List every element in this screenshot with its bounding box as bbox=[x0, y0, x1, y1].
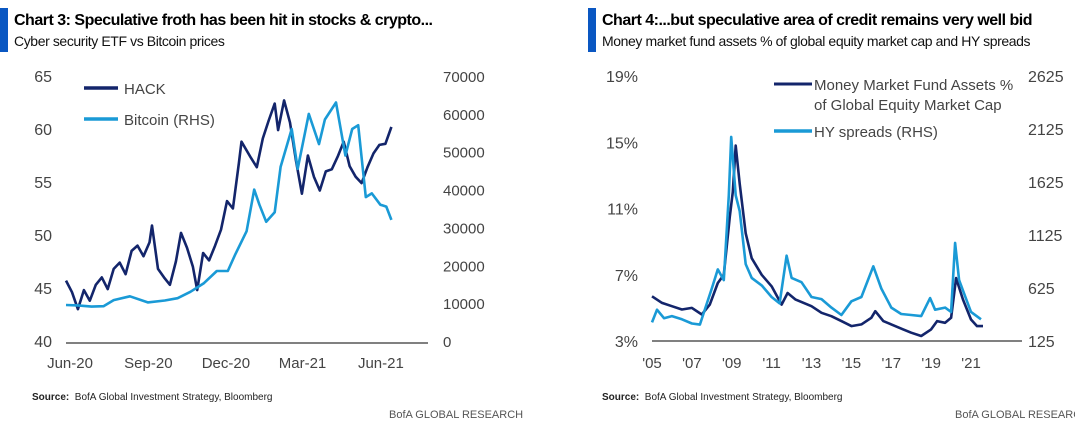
brand-label: BofA GLOBAL RESEARCH bbox=[955, 409, 1075, 421]
chart-4-panel: Chart 4:...but speculative area of credi… bbox=[588, 0, 1075, 428]
y-left-tick-label: 3% bbox=[615, 334, 638, 351]
x-tick-label: '19 bbox=[921, 355, 941, 372]
y-right-tick-label: 70000 bbox=[443, 69, 485, 86]
y-left-tick-label: 7% bbox=[615, 268, 638, 285]
y-left-tick-label: 19% bbox=[606, 69, 638, 86]
x-tick-label: '21 bbox=[961, 355, 981, 372]
y-right-tick-label: 40000 bbox=[443, 183, 485, 200]
chart-title: Chart 3: Speculative froth has been hit … bbox=[14, 12, 433, 29]
y-left-tick-label: 45 bbox=[34, 281, 52, 298]
y-right-tick-label: 0 bbox=[443, 334, 451, 351]
y-left-tick-label: 50 bbox=[34, 228, 52, 245]
x-tick-label: '17 bbox=[881, 355, 901, 372]
source-label: Source: bbox=[32, 392, 70, 403]
y-left-tick-label: 11% bbox=[607, 202, 638, 219]
y-left-tick-label: 40 bbox=[34, 334, 52, 351]
legend-label: HACK bbox=[124, 81, 166, 98]
y-right-tick-label: 10000 bbox=[443, 296, 485, 313]
x-tick-label: '05 bbox=[642, 355, 662, 372]
x-tick-label: Sep-20 bbox=[124, 355, 172, 372]
chart-subtitle: Cyber security ETF vs Bitcoin prices bbox=[14, 33, 225, 49]
legend-label: HY spreads (RHS) bbox=[814, 124, 938, 141]
y-right-tick-label: 1125 bbox=[1028, 228, 1063, 245]
brand-label: BofA GLOBAL RESEARCH bbox=[389, 409, 524, 421]
y-right-tick-label: 2125 bbox=[1028, 122, 1064, 139]
source-note: Source: BofA Global Investment Strategy,… bbox=[602, 392, 843, 403]
title-accent-bar bbox=[0, 8, 8, 52]
source-text: BofA Global Investment Strategy, Bloombe… bbox=[74, 392, 273, 403]
chart-subtitle: Money market fund assets % of global equ… bbox=[602, 33, 1031, 49]
legend-label: Money Market Fund Assets % of Global Equi… bbox=[814, 77, 1013, 114]
y-left-tick-label: 65 bbox=[34, 69, 52, 86]
x-tick-label: Jun-20 bbox=[47, 355, 93, 372]
source-text: BofA Global Investment Strategy, Bloombe… bbox=[644, 392, 843, 403]
y-right-tick-label: 2625 bbox=[1028, 69, 1064, 86]
y-left-tick-label: 15% bbox=[606, 135, 638, 152]
x-tick-label: '11 bbox=[762, 355, 780, 372]
x-tick-label: '13 bbox=[802, 355, 822, 372]
x-tick-label: '07 bbox=[682, 355, 702, 372]
x-tick-label: '09 bbox=[722, 355, 742, 372]
y-right-tick-label: 125 bbox=[1028, 334, 1055, 351]
chart-4-plot: 3% 7% 11% 15% 19% 125 625 1125 1625 2125 2625 '05 '0… bbox=[606, 69, 1064, 372]
x-tick-label: Mar-21 bbox=[279, 355, 327, 372]
y-left-tick-label: 60 bbox=[34, 122, 52, 139]
chart-3-plot: 40 45 50 55 60 65 0 10000 20000 30000 40000 50000 60… bbox=[34, 69, 485, 372]
y-right-tick-label: 625 bbox=[1028, 281, 1055, 298]
y-right-tick-label: 20000 bbox=[443, 258, 485, 275]
series-line-hack bbox=[64, 99, 393, 311]
chart-title: Chart 4:...but speculative area of credi… bbox=[602, 12, 1033, 29]
source-note: Source: BofA Global Investment Strategy,… bbox=[32, 392, 273, 403]
y-right-tick-label: 1625 bbox=[1028, 175, 1064, 192]
source-label: Source: bbox=[602, 392, 640, 403]
chart-3-panel: Chart 3: Speculative froth has been hit … bbox=[0, 8, 524, 421]
legend-label: Bitcoin (RHS) bbox=[124, 112, 215, 129]
series-line-money-market bbox=[651, 144, 983, 338]
title-accent-bar bbox=[588, 8, 596, 52]
y-right-tick-label: 30000 bbox=[443, 220, 485, 237]
x-tick-label: Dec-20 bbox=[202, 355, 250, 372]
x-tick-label: Jun-21 bbox=[358, 355, 404, 372]
y-right-tick-label: 50000 bbox=[443, 145, 485, 162]
y-right-tick-label: 60000 bbox=[443, 107, 485, 124]
y-left-tick-label: 55 bbox=[34, 175, 52, 192]
series-line-bitcoin bbox=[65, 101, 393, 308]
series-line-hy-spreads bbox=[650, 135, 982, 326]
x-tick-label: '15 bbox=[842, 355, 862, 372]
